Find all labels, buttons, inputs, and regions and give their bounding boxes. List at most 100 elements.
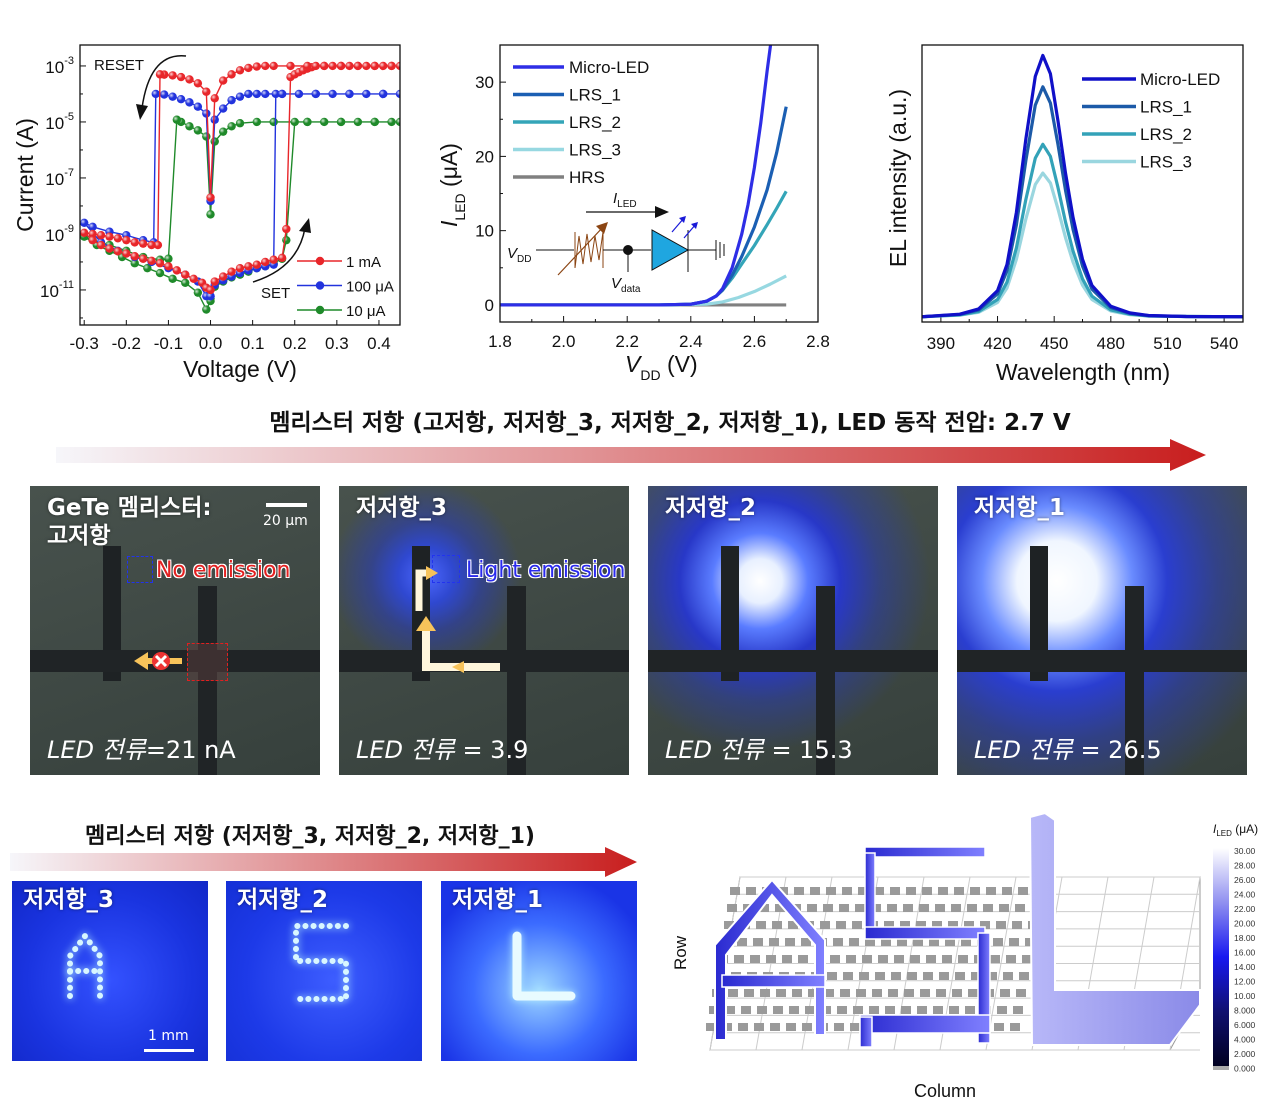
x-tick-label: 0.4 [367,334,391,353]
floor-cell [801,938,811,946]
floor-cell [996,921,1006,929]
data-point-highlight [181,270,190,279]
floor-cell [734,955,744,963]
floor-cell [875,972,885,980]
floor-cell [833,938,843,946]
iled-sub: LED [617,199,636,210]
data-point-highlight [151,89,160,99]
data-point-highlight [147,240,156,250]
floor-cell [843,972,853,980]
dashed-box-red [187,643,228,681]
set-annotation: SET [261,285,290,302]
floor-cell [858,887,868,895]
colorbar-tick-label: 10.00 [1234,991,1256,1001]
x-label-main: V [625,351,643,377]
floor-cell [772,921,782,929]
y-tick-label: 10-7 [45,167,74,189]
floor-cell [987,972,997,980]
floor-cell [965,1006,975,1014]
floor-cell [1010,1023,1020,1031]
data-point-highlight [311,89,320,99]
floor-cell [872,989,882,997]
electrode [648,650,938,672]
x-tick-label: -0.2 [112,334,141,353]
x-tick-label: -0.3 [70,334,99,353]
data-point-highlight [172,115,182,124]
floor-cell [820,921,830,929]
letter-l-bars [1028,811,1201,1046]
led-current-label: LED 전류 = 26.5 [974,730,1162,765]
data-point-highlight [370,61,379,71]
emission-arrowhead [679,216,686,223]
colorbar-tick-label: 6.000 [1234,1020,1256,1030]
floor-cell [730,887,740,895]
floor-cell [802,1023,812,1031]
floor-cell [935,904,945,912]
floor-cell [964,921,974,929]
y-label-sub: LED [452,193,468,220]
floor-cell [827,972,837,980]
data-point-highlight [155,268,165,278]
floor-cell [738,1023,748,1031]
y-tick-exp: -7 [64,167,74,179]
reset-arrowhead [136,104,148,120]
data-point-highlight [218,76,228,85]
floor-cell [1009,938,1019,946]
floor-cell [786,1023,796,1031]
led-current-value: = 26.5 [1072,736,1162,764]
data-point-highlight [218,104,228,113]
floor-cell [1006,955,1016,963]
memristor-arrowhead [596,222,608,234]
floor-cell [999,904,1009,912]
letter-A-pattern [67,933,103,999]
legend-label: LRS_3 [1140,153,1192,172]
data-point-highlight [235,92,245,101]
floor-cell [727,904,737,912]
floor-cell [968,989,978,997]
floor-cell [824,989,834,997]
floor-cell [890,887,900,895]
y-tick-exp: -5 [64,111,74,123]
data-point-highlight [395,61,400,71]
data-point-highlight [294,89,304,99]
series-line-2 [921,142,1244,319]
floor-cell [958,955,968,963]
data-point-highlight [362,61,371,71]
y-tick-exp: -3 [64,55,74,67]
floor-cell [760,989,770,997]
floor-cell [894,955,904,963]
led-current-prefix: LED 전류 [665,736,764,764]
y-tick-base: 10 [45,58,64,77]
data-point-highlight [122,235,131,245]
iled-main: I [613,190,617,207]
scale-label: 1 mm [148,1028,189,1044]
data-point-highlight [202,109,211,118]
data-point-highlight [193,288,203,297]
data-point-highlight [147,256,156,265]
floor-cell [910,955,920,963]
data-point-highlight [378,89,388,99]
data-point-highlight [210,277,219,286]
floor-cell [878,955,888,963]
floor-cell [955,972,965,980]
x-tick-label: -0.1 [154,334,183,353]
data-point-highlight [271,89,280,99]
plot-frame [79,44,401,326]
light-emission-label: Light emission [466,558,626,583]
data-point-highlight [153,240,163,250]
photo-title: 저저항_3 [356,495,447,521]
colorbar-tick-label: 20.00 [1234,919,1256,929]
floor-cell [770,1023,780,1031]
data-point-highlight [290,117,299,127]
floor-cell [852,921,862,929]
floor-cell [836,921,846,929]
photo-title: 저저항_1 [974,495,1065,521]
floor-cell [907,972,917,980]
colorbar-tick-label: 14.00 [1234,962,1256,972]
floor-cell [862,955,872,963]
legend-label: LRS_1 [1140,98,1192,117]
data-point-highlight [320,117,329,127]
x-tick-label: 0.1 [241,334,265,353]
floor-cell [782,955,792,963]
data-point-highlight [235,66,245,75]
